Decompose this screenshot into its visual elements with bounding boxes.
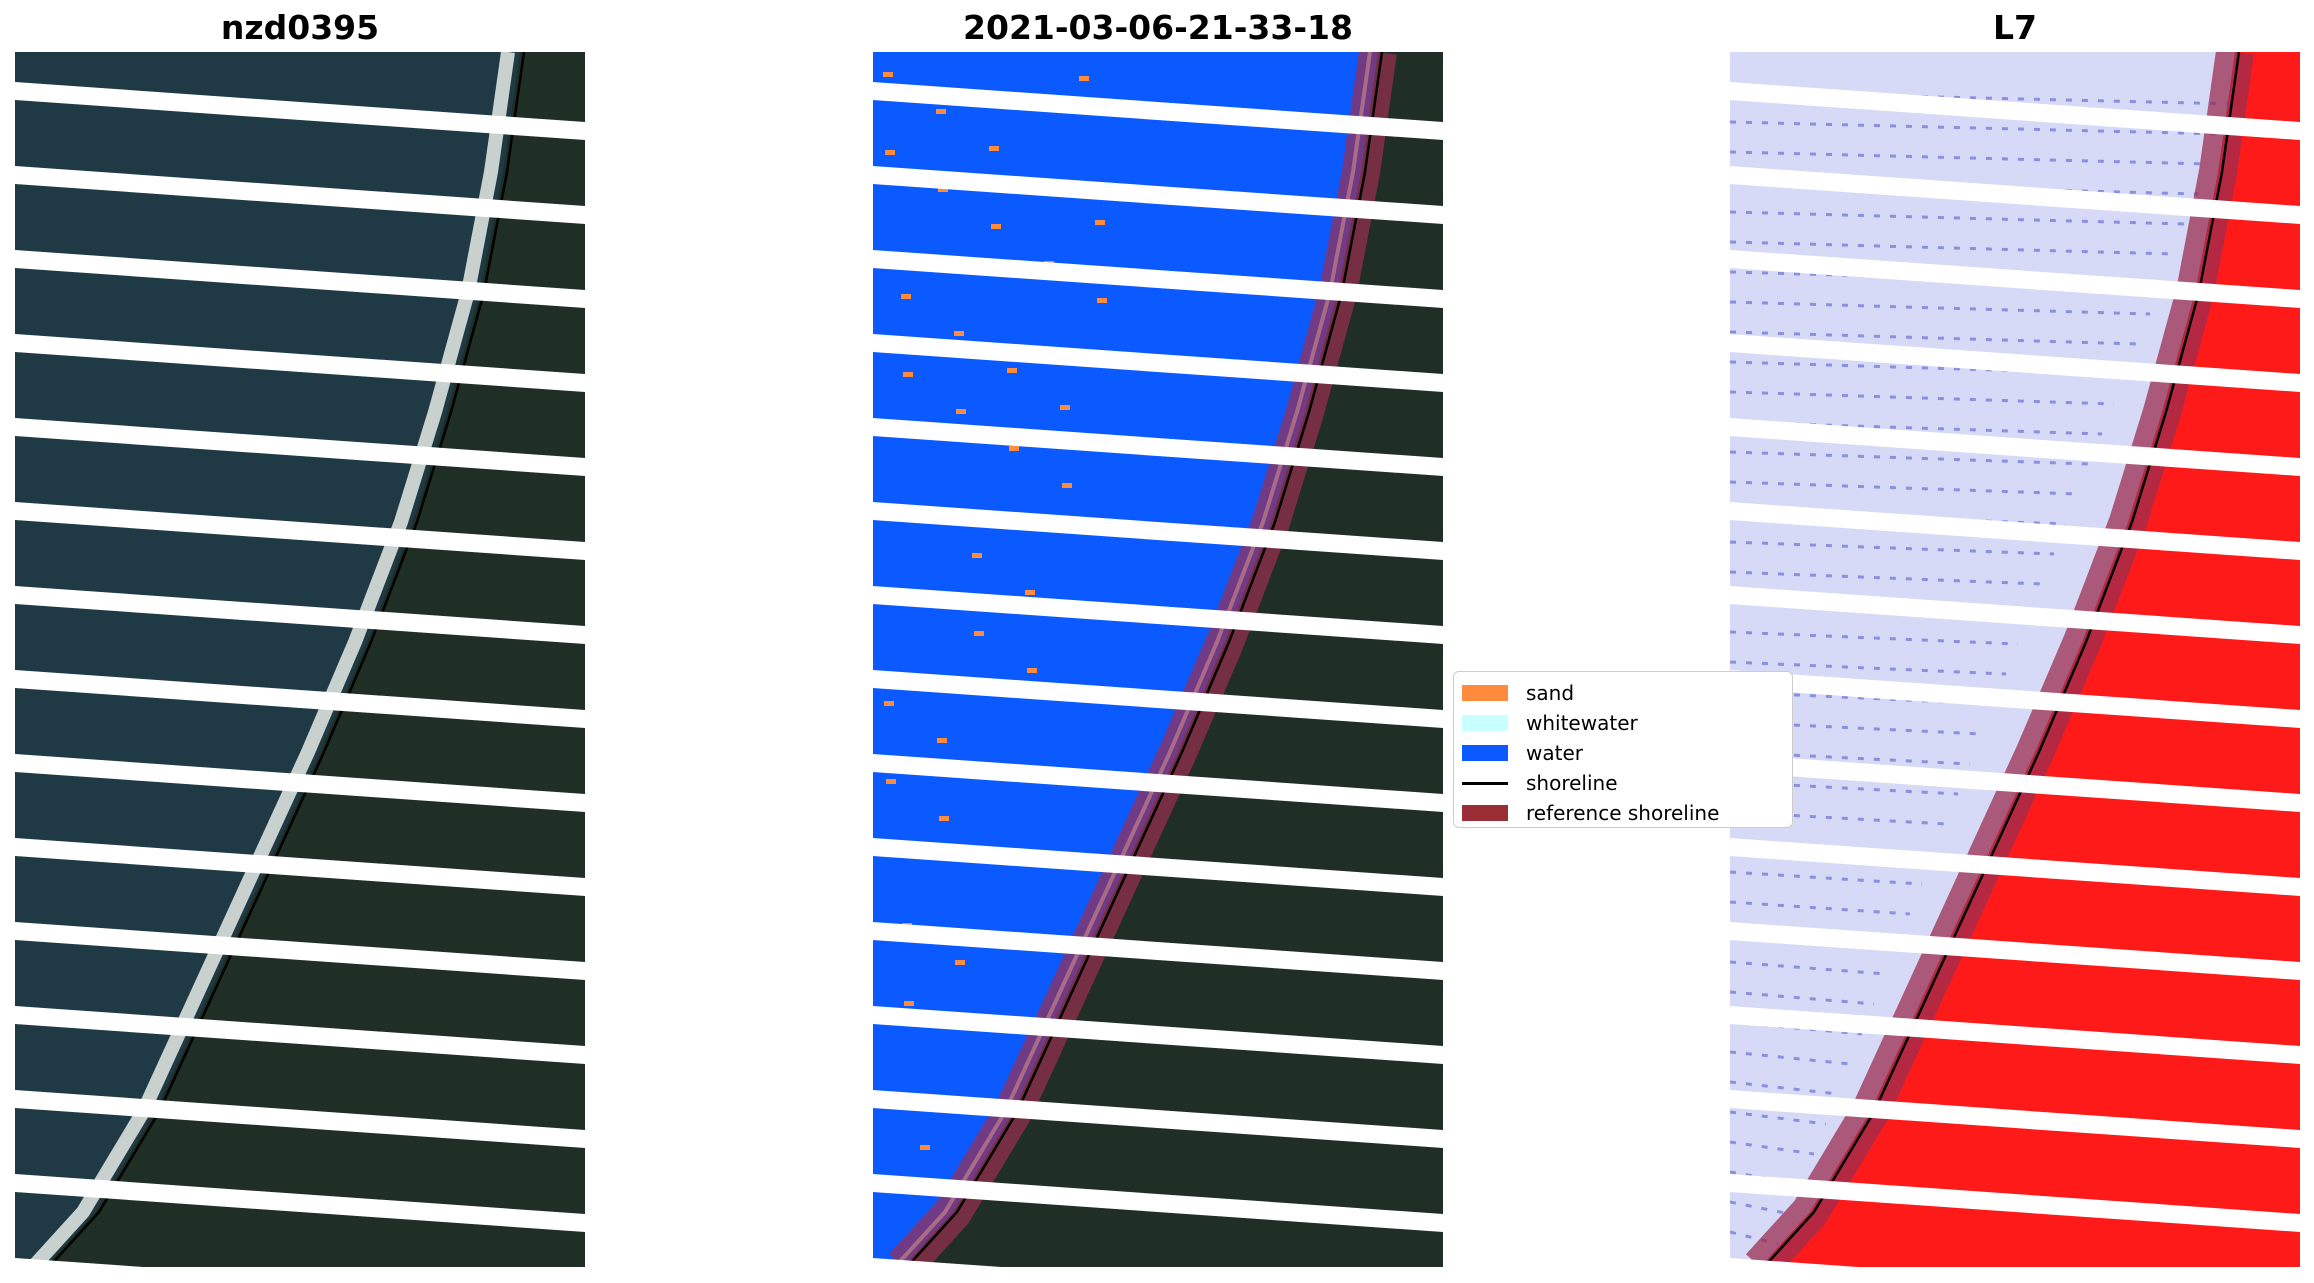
legend-label: shoreline [1526, 771, 1618, 795]
legend-item-reference-shoreline: reference shoreline [1462, 798, 1792, 828]
whitewater-swatch [1462, 715, 1508, 731]
legend-label: reference shoreline [1526, 801, 1720, 825]
legend-label: water [1526, 741, 1583, 765]
panel-title-index: L7 [1993, 8, 2037, 47]
classified-image-panel [873, 52, 1443, 1267]
water-swatch [1462, 745, 1508, 761]
legend-item-whitewater: whitewater [1462, 708, 1792, 738]
legend-item-shoreline: shoreline [1462, 768, 1792, 798]
index-image-panel [1730, 52, 2300, 1267]
shoreline-line-swatch [1462, 781, 1508, 785]
rgb-image-panel [15, 52, 585, 1267]
legend-item-water: water [1462, 738, 1792, 768]
reference-shoreline-swatch [1462, 805, 1508, 821]
legend-label: sand [1526, 681, 1575, 705]
legend-label: whitewater [1526, 711, 1638, 735]
panel-title-rgb: nzd0395 [220, 8, 380, 47]
legend: sand whitewater water shoreline referenc… [1453, 671, 1793, 828]
sand-swatch [1462, 685, 1508, 701]
legend-item-sand: sand [1462, 678, 1792, 708]
panel-title-classified: 2021-03-06-21-33-18 [963, 8, 1353, 47]
